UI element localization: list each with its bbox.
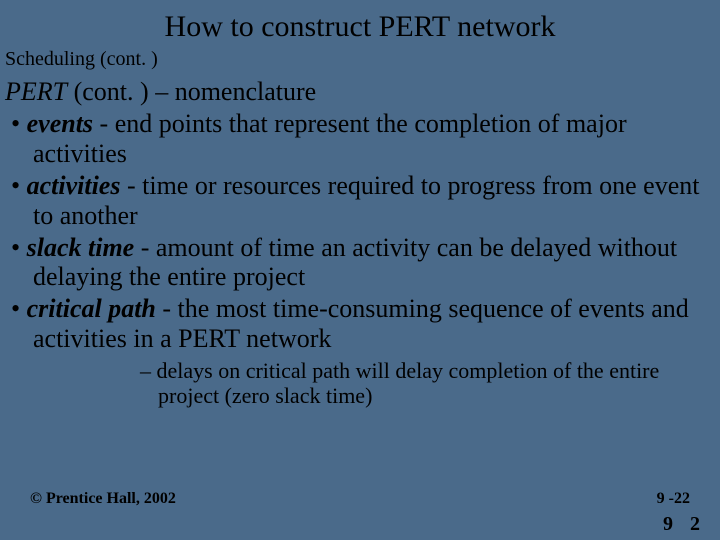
bullet-list: events - end points that represent the c… <box>0 109 720 354</box>
heading-term: PERT <box>5 77 67 106</box>
definition: - end points that represent the completi… <box>33 109 627 168</box>
term: activities <box>27 171 121 200</box>
term: events <box>27 109 93 138</box>
section-heading: PERT (cont. ) – nomenclature <box>0 77 720 109</box>
subtitle: Scheduling (cont. ) <box>0 48 720 77</box>
footer: © Prentice Hall, 2002 9 -22 <box>0 490 720 508</box>
slide-title: How to construct PERT network <box>0 0 720 48</box>
copyright: © Prentice Hall, 2002 <box>30 490 176 508</box>
definition: - time or resources required to progress… <box>33 171 700 230</box>
sub-bullet-list: delays on critical path will delay compl… <box>0 358 720 409</box>
term: critical path <box>27 294 156 323</box>
corner-number: 9 2 <box>663 513 706 536</box>
list-item: slack time - amount of time an activity … <box>5 233 720 293</box>
slide-number: 9 -22 <box>657 490 690 508</box>
list-item: activities - time or resources required … <box>5 171 720 231</box>
term: slack time <box>27 233 135 262</box>
list-item: events - end points that represent the c… <box>5 109 720 169</box>
sub-list-item: delays on critical path will delay compl… <box>140 358 720 409</box>
heading-rest: (cont. ) – nomenclature <box>67 77 316 106</box>
list-item: critical path - the most time-consuming … <box>5 294 720 354</box>
